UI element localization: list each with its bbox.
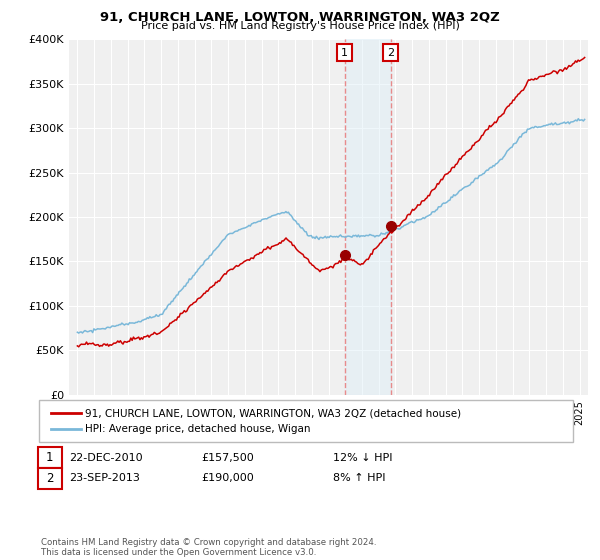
Text: £157,500: £157,500 [201, 452, 254, 463]
Text: 2: 2 [46, 472, 53, 485]
Bar [345, 39, 391, 395]
Text: 91, CHURCH LANE, LOWTON, WARRINGTON, WA3 2QZ (detached house): 91, CHURCH LANE, LOWTON, WARRINGTON, WA3… [85, 408, 461, 418]
Text: 1: 1 [341, 48, 348, 58]
Text: £190,000: £190,000 [201, 473, 254, 483]
Text: 8% ↑ HPI: 8% ↑ HPI [333, 473, 386, 483]
Text: 23-SEP-2013: 23-SEP-2013 [69, 473, 140, 483]
Text: HPI: Average price, detached house, Wigan: HPI: Average price, detached house, Wiga… [85, 424, 311, 435]
Text: Contains HM Land Registry data © Crown copyright and database right 2024.
This d: Contains HM Land Registry data © Crown c… [41, 538, 376, 557]
Text: 1: 1 [46, 451, 53, 464]
Text: 22-DEC-2010: 22-DEC-2010 [69, 452, 143, 463]
Text: 12% ↓ HPI: 12% ↓ HPI [333, 452, 392, 463]
Text: 2: 2 [388, 48, 395, 58]
Text: Price paid vs. HM Land Registry's House Price Index (HPI): Price paid vs. HM Land Registry's House … [140, 21, 460, 31]
Text: 91, CHURCH LANE, LOWTON, WARRINGTON, WA3 2QZ: 91, CHURCH LANE, LOWTON, WARRINGTON, WA3… [100, 11, 500, 24]
